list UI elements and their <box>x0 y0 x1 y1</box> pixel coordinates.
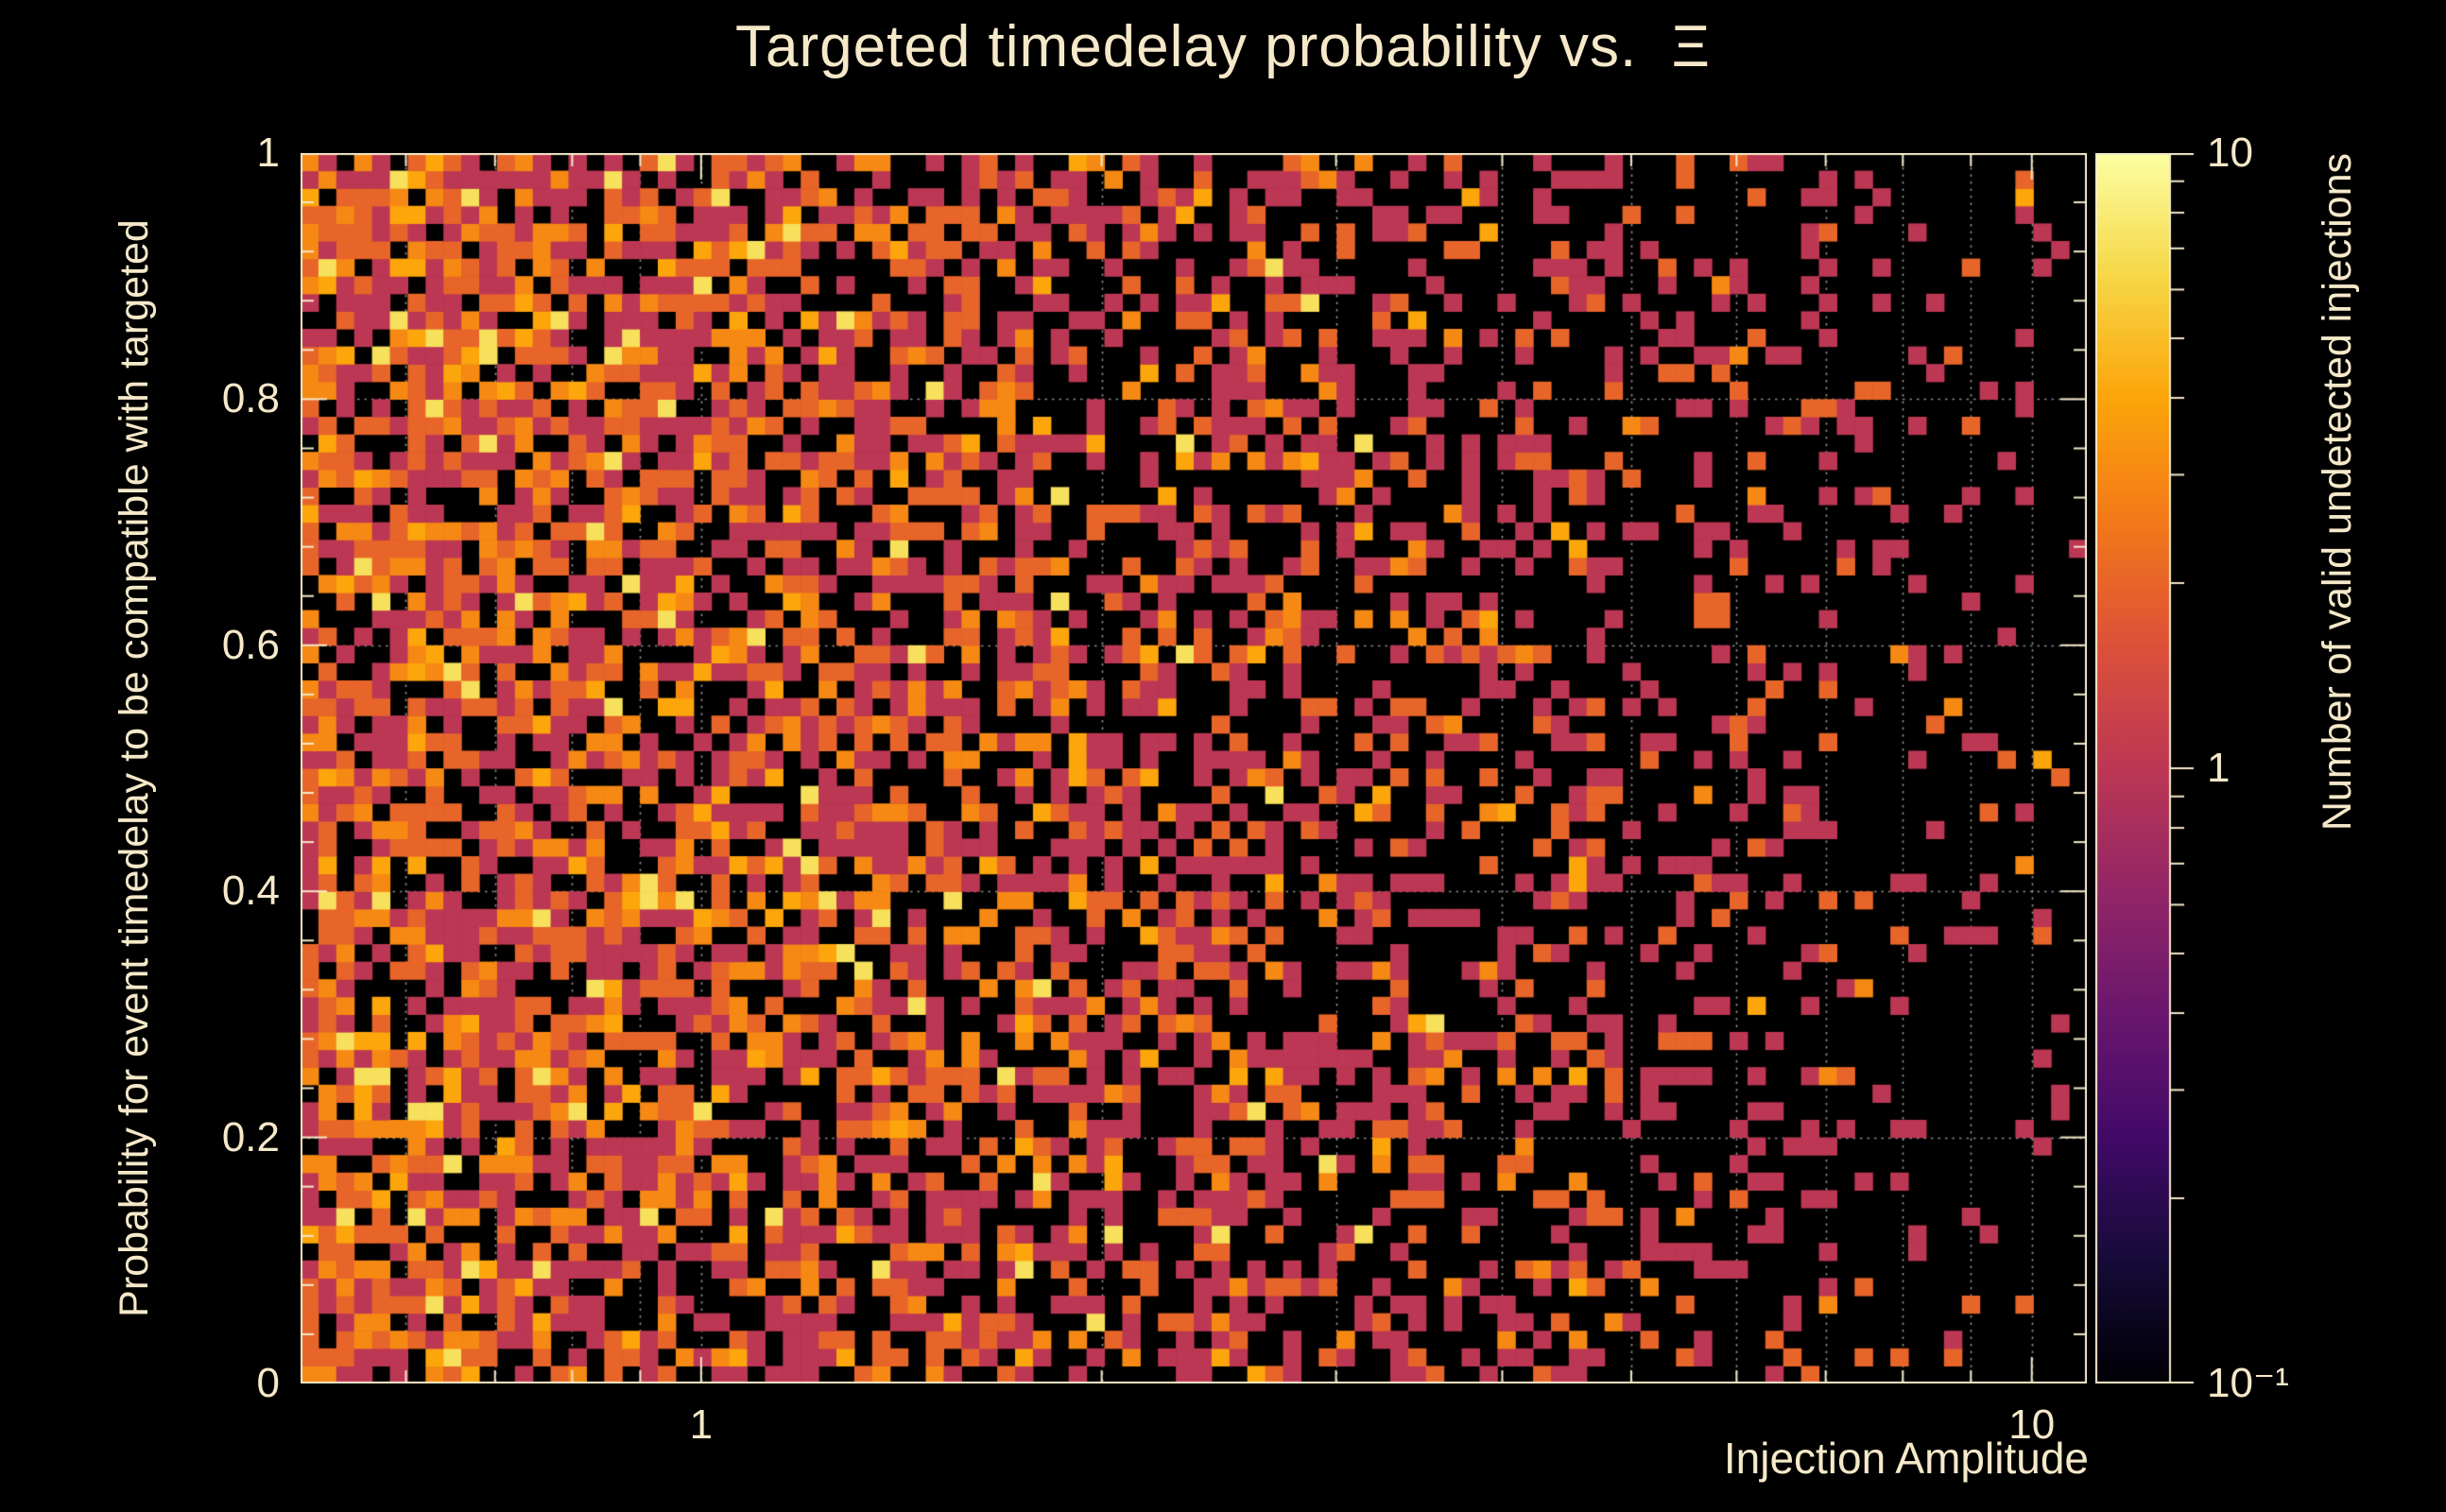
x-axis-tick-label: 10 <box>2008 1401 2056 1448</box>
y-axis-tick-label: 0.6 <box>221 621 280 668</box>
y-axis-tick-label: 0 <box>256 1360 280 1406</box>
y-axis-tick-label: 1 <box>256 129 280 176</box>
y-axis-tick-label: 0.4 <box>221 868 280 915</box>
colorbar-title: Number of valid undetected injections <box>2315 153 2360 832</box>
colorbar-tick-label: 1 <box>2207 745 2231 791</box>
y-axis-title: Probability for event timedelay to be co… <box>112 219 157 1317</box>
x-axis-tick-label: 1 <box>689 1401 714 1448</box>
page-title: Targeted timedelay probability vs. Ξ <box>735 14 1711 79</box>
colorbar-tick-label: 10 <box>2207 129 2253 176</box>
colorbar-tick-label: 10⁻¹ <box>2207 1360 2289 1406</box>
colorbar-gradient <box>2095 153 2218 1383</box>
y-axis-tick-label: 0.8 <box>221 375 280 422</box>
heatmap-plot-area <box>301 153 2087 1383</box>
x-axis-title: Injection Amplitude <box>1723 1434 2089 1483</box>
y-axis-tick-label: 0.2 <box>221 1113 280 1160</box>
